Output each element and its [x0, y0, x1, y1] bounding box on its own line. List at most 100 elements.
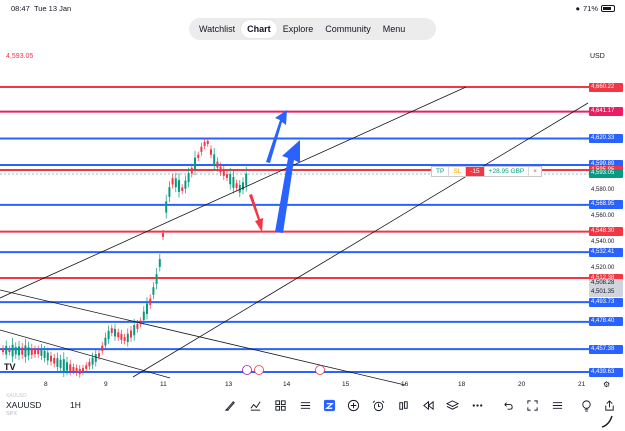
more-icon[interactable] [470, 398, 484, 412]
candle [181, 184, 184, 195]
replay-icon[interactable] [421, 398, 435, 412]
candle [43, 346, 46, 363]
time-axis-label: 9 [104, 381, 108, 388]
candle [27, 341, 30, 361]
candle [50, 351, 52, 366]
tv-logo: TV [4, 362, 16, 372]
price-scale-label: 4,478.40 [589, 317, 623, 327]
indicators-icon[interactable] [248, 398, 262, 412]
status-bar: 08:47 Tue 13 Jan ● 71% [0, 0, 625, 16]
candle [18, 340, 20, 361]
take-profit-button[interactable]: TP [432, 167, 450, 176]
position-quantity[interactable]: -15 [466, 167, 485, 176]
candle [238, 179, 241, 198]
brush-icon[interactable] [223, 398, 237, 412]
undo-icon[interactable] [500, 398, 514, 412]
candle [62, 352, 65, 378]
idea-icon[interactable] [579, 398, 593, 412]
candle [69, 359, 72, 376]
add-icon[interactable] [346, 398, 360, 412]
event-marker-2 [254, 365, 264, 375]
nav-tabs: Watchlist Chart Explore Community Menu [189, 18, 436, 40]
candle [210, 145, 212, 159]
chart-canvas[interactable]: TV [0, 0, 625, 392]
battery-icon [601, 5, 615, 12]
candle [190, 163, 193, 178]
pencil-mark [601, 415, 613, 428]
candle [107, 325, 110, 344]
candle [158, 254, 161, 272]
tab-chart[interactable]: Chart [241, 20, 277, 38]
candle [146, 297, 148, 320]
share-icon[interactable] [602, 398, 616, 412]
alert-icon[interactable] [371, 398, 385, 412]
candlesticks [2, 137, 248, 378]
candle [178, 173, 180, 198]
position-pnl: +28.95 GBP [485, 167, 530, 176]
candle [11, 337, 14, 363]
menu-icon[interactable] [550, 398, 564, 412]
price-scale-label: 4,620.33 [589, 134, 623, 144]
candle [235, 179, 238, 192]
candle [242, 177, 244, 195]
trendline-lower-channel [132, 102, 589, 378]
candle [94, 349, 97, 367]
time-axis-label: 16 [401, 381, 409, 388]
candle [222, 165, 225, 180]
candle [56, 352, 59, 372]
stop-loss-button[interactable]: SL [449, 167, 467, 176]
candle [168, 181, 171, 203]
price-scale-label: 4,457.38 [589, 344, 623, 354]
candle [110, 324, 113, 337]
candle [40, 343, 43, 361]
status-right: ● 71% [575, 4, 615, 13]
candle [142, 306, 145, 325]
price-scale-label: 4,501.35 [589, 287, 623, 297]
object-tree-icon[interactable] [322, 398, 336, 412]
template-icon[interactable] [298, 398, 312, 412]
fullscreen-icon[interactable] [525, 398, 539, 412]
candle [149, 294, 152, 309]
candle [197, 151, 200, 162]
time-axis-label: 15 [342, 381, 350, 388]
trendline-descending-2 [0, 329, 171, 379]
symbol-exchange: SPX [6, 411, 18, 417]
currency-selector[interactable]: USD [590, 53, 605, 60]
candle [200, 142, 203, 156]
position-line[interactable]: TP SL -15 +28.95 GBP × [431, 166, 543, 177]
candle [123, 333, 126, 345]
close-position-button[interactable]: × [533, 168, 538, 175]
layout-grid-icon[interactable] [273, 398, 287, 412]
candle [2, 345, 4, 356]
tab-watchlist[interactable]: Watchlist [199, 24, 236, 34]
candle [8, 345, 11, 356]
arrow-down [249, 194, 263, 232]
candle [117, 328, 120, 341]
price-scale-label: 4,540.00 [591, 238, 615, 245]
compare-icon[interactable] [396, 398, 410, 412]
tab-community[interactable]: Community [325, 24, 371, 34]
candle [30, 343, 33, 359]
symbol-name[interactable]: XAUUSD [6, 400, 42, 410]
candle [216, 157, 219, 172]
candle [75, 364, 78, 376]
battery-percent: 71% [582, 4, 598, 13]
time-axis-label: 20 [518, 381, 526, 388]
interval-selector[interactable]: 1H [70, 400, 81, 410]
candle [24, 338, 27, 363]
time-axis-label: 18 [458, 381, 466, 388]
candle [155, 268, 158, 290]
price-scale-label: 4,508.28 [589, 278, 623, 288]
tab-explore[interactable]: Explore [282, 24, 314, 34]
candle [21, 342, 24, 359]
candle [85, 362, 88, 373]
price-scale-label: 4,439.63 [589, 367, 623, 377]
layers-icon[interactable] [445, 398, 459, 412]
candle [232, 170, 235, 194]
tab-menu[interactable]: Menu [382, 24, 406, 34]
candle [46, 347, 49, 366]
event-markers [242, 365, 325, 375]
gear-icon[interactable]: ⚙ [603, 380, 611, 389]
arrow-up-small [266, 110, 287, 163]
candle [78, 364, 81, 378]
